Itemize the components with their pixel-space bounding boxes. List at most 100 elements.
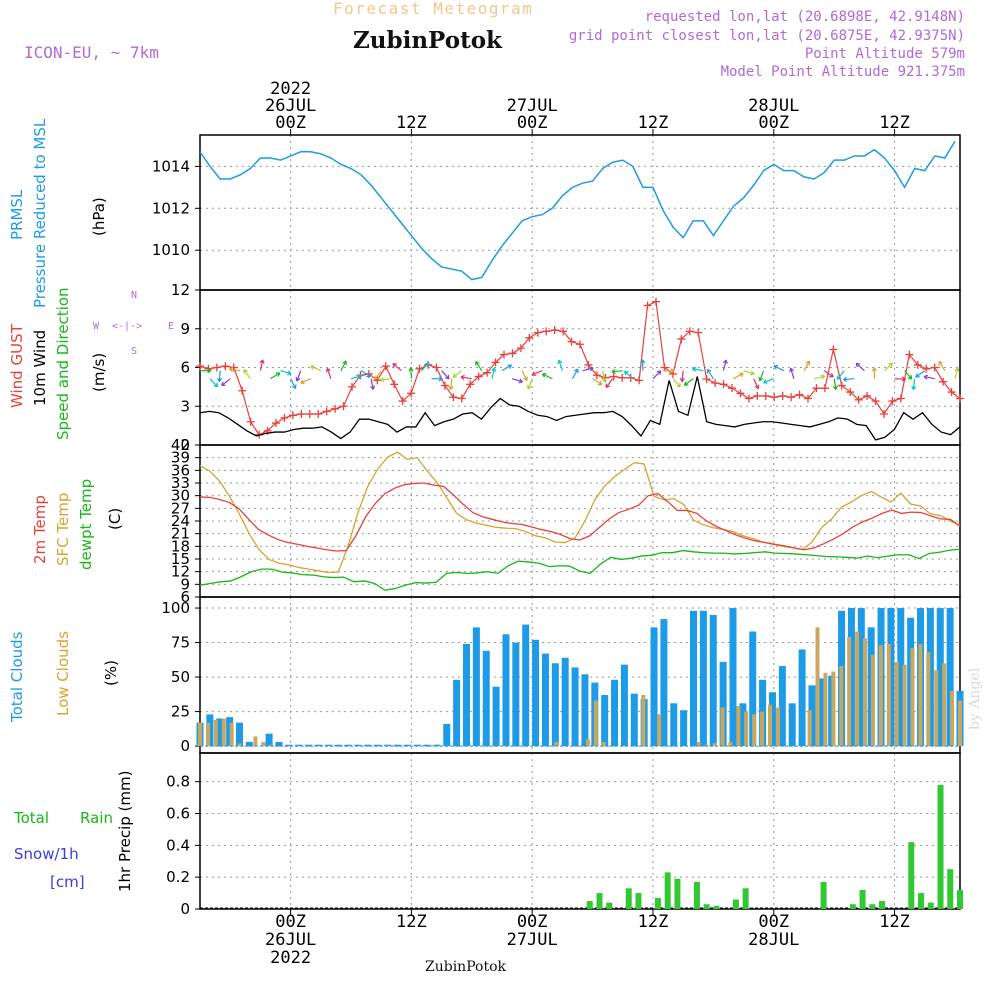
wind-dir-arrowhead xyxy=(518,378,524,384)
total-cloud-bar xyxy=(946,608,954,747)
y-tick-label: 15 xyxy=(171,550,190,568)
wind-dir-arrowhead xyxy=(820,374,826,380)
gust-marker xyxy=(635,376,644,385)
bottom-tick-label: 26JUL xyxy=(265,930,316,950)
y-tick-label: 12 xyxy=(171,281,190,299)
wind-dir-arrow xyxy=(296,370,302,382)
total-cloud-bar xyxy=(295,744,303,747)
total-cloud-bar xyxy=(512,642,520,747)
low-cloud-bar xyxy=(744,711,749,747)
total-cloud-bar xyxy=(630,693,638,747)
wind-dir-arrow xyxy=(280,370,292,375)
total-cloud-bar xyxy=(462,643,470,747)
snow-label: Snow/1h xyxy=(14,845,79,863)
gust-marker xyxy=(795,390,804,399)
total-cloud-bar xyxy=(275,741,283,747)
gust-marker xyxy=(711,379,720,387)
wind-dir-arrowhead xyxy=(589,366,594,372)
rain-bar xyxy=(713,905,720,909)
y-tick-label: 9 xyxy=(180,575,190,593)
wind-dir-arrowhead xyxy=(670,368,675,374)
wind-dir-arrowhead xyxy=(491,367,497,372)
wind-dir-arrow xyxy=(611,370,623,373)
gust-marker xyxy=(550,326,559,335)
total-cloud-bar xyxy=(788,703,796,747)
gust-marker xyxy=(491,358,500,367)
gust-marker xyxy=(854,395,863,404)
rain-bar xyxy=(859,889,866,909)
gust-marker xyxy=(761,391,770,400)
y-tick-label: 75 xyxy=(171,634,190,652)
rain-bar xyxy=(937,784,944,909)
gust-marker xyxy=(905,350,914,359)
wind-dir-arrow xyxy=(374,370,382,380)
wind-dir-arrow xyxy=(542,373,553,380)
gust-marker xyxy=(728,384,736,393)
wind-dir-arrow xyxy=(706,369,714,379)
wind-dir-arrowhead xyxy=(392,363,397,368)
wind-dir-arrow xyxy=(221,378,231,387)
wind-dir-arrow xyxy=(300,378,311,384)
gust-marker xyxy=(930,363,939,372)
total-cloud-bar xyxy=(561,657,569,747)
total-cloud-bar xyxy=(265,733,273,747)
low-cloud-bar xyxy=(221,718,226,747)
wind-dir-arrow xyxy=(380,378,392,381)
wind-dir-arrowhead xyxy=(832,385,838,390)
wind-dir-arrow xyxy=(527,378,533,390)
total-cloud-bar xyxy=(768,692,776,747)
top-tick-label: 28JUL xyxy=(748,96,799,116)
wind-dir-arrow xyxy=(392,363,402,372)
y-tick-label: 0.8 xyxy=(166,773,190,791)
wind-dir-arrow xyxy=(763,378,774,384)
gust-marker xyxy=(804,394,812,403)
wind-dir-arrow xyxy=(475,361,483,372)
total-cloud-bar xyxy=(364,744,372,747)
low-cloud-bar xyxy=(229,722,234,747)
total-cloud-bar xyxy=(502,634,510,747)
low-cloud-bar xyxy=(198,722,202,747)
wind-dir-arrow xyxy=(843,378,855,381)
low-cloud-bar xyxy=(704,744,709,747)
total-cloud-bar xyxy=(887,608,895,747)
gust-marker xyxy=(922,364,931,373)
rain-bar xyxy=(654,897,661,909)
wind-dir-arrowhead xyxy=(911,385,917,390)
rain-bar xyxy=(947,869,954,909)
low-cloud-bar xyxy=(942,663,947,747)
total-cloud-bar xyxy=(660,619,668,747)
gust-marker xyxy=(576,340,584,349)
gust-marker xyxy=(913,360,922,369)
gust-marker xyxy=(525,333,534,342)
gust-marker xyxy=(542,327,551,336)
wind-dir-arrowhead xyxy=(656,370,662,375)
wind-dir-arrow xyxy=(602,370,606,382)
gust-marker xyxy=(466,380,475,389)
gust-marker xyxy=(812,384,821,393)
y-tick-label: 0 xyxy=(180,737,190,755)
y-tick-label: 6 xyxy=(180,359,190,377)
y-tick-label: 18 xyxy=(171,537,190,555)
wind-dir-arrowhead xyxy=(379,377,385,383)
total-cloud-bar xyxy=(778,666,786,747)
wind-dir-arrow xyxy=(833,378,837,390)
low-cloud-bar xyxy=(641,695,646,747)
gust-marker xyxy=(246,417,255,426)
wind-dir-arrowhead xyxy=(901,376,906,382)
wind-dir-arrowhead xyxy=(460,374,465,380)
total-cloud-bar xyxy=(245,741,253,747)
gust-marker xyxy=(398,397,407,406)
low-cloud-bar xyxy=(237,743,242,747)
total-cloud-bar xyxy=(699,610,707,747)
top-tick-label: 12Z xyxy=(396,113,427,133)
low-cloud-bar xyxy=(839,666,844,747)
gust-marker xyxy=(339,402,348,411)
rain-bar xyxy=(927,902,934,909)
wind-dir-arrowhead xyxy=(805,360,811,366)
gust-marker xyxy=(348,382,356,391)
wind-dir-arrowhead xyxy=(938,360,943,366)
total-cloud-bar xyxy=(719,661,727,747)
wind-dir-arrow xyxy=(310,365,322,372)
wind-dir-arrowhead xyxy=(679,377,685,382)
